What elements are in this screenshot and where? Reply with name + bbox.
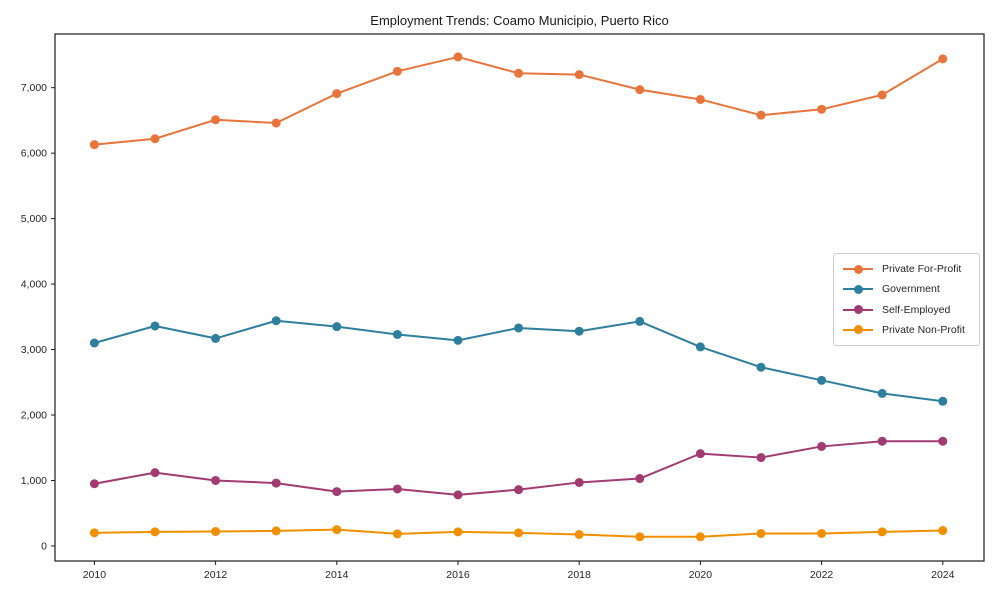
svg-text:2014: 2014 [325, 569, 349, 581]
legend-item-government: Government [843, 283, 970, 295]
svg-text:4,000: 4,000 [21, 279, 47, 291]
svg-text:5,000: 5,000 [21, 213, 47, 225]
svg-text:2010: 2010 [83, 569, 107, 581]
legend-item-private-non-profit: Private Non-Profit [843, 324, 970, 336]
svg-text:2,000: 2,000 [21, 410, 47, 422]
legend-label: Private For-Profit [882, 263, 962, 276]
line-marker-icon [843, 264, 873, 274]
line-marker-icon [843, 325, 873, 335]
chart-legend: Private For-Profit Government Self-Emplo… [833, 253, 980, 346]
chart-title: Employment Trends: Coamo Municipio, Puer… [370, 13, 669, 28]
svg-text:3,000: 3,000 [21, 344, 47, 356]
legend-item-self-employed: Self-Employed [843, 304, 970, 316]
legend-item-private-for-profit: Private For-Profit [843, 263, 970, 275]
legend-label: Self-Employed [882, 303, 951, 316]
svg-text:2024: 2024 [931, 569, 955, 581]
svg-text:2020: 2020 [689, 569, 713, 581]
svg-text:6,000: 6,000 [21, 148, 47, 160]
svg-text:7,000: 7,000 [21, 82, 47, 94]
svg-text:2012: 2012 [204, 569, 228, 581]
line-marker-icon [843, 284, 873, 294]
svg-text:2022: 2022 [810, 569, 834, 581]
svg-text:2016: 2016 [446, 569, 470, 581]
line-marker-icon [843, 305, 873, 315]
svg-text:0: 0 [41, 540, 47, 552]
legend-label: Private Non-Profit [882, 323, 965, 336]
legend-label: Government [882, 283, 940, 296]
svg-text:2018: 2018 [568, 569, 592, 581]
svg-text:1,000: 1,000 [21, 475, 47, 487]
